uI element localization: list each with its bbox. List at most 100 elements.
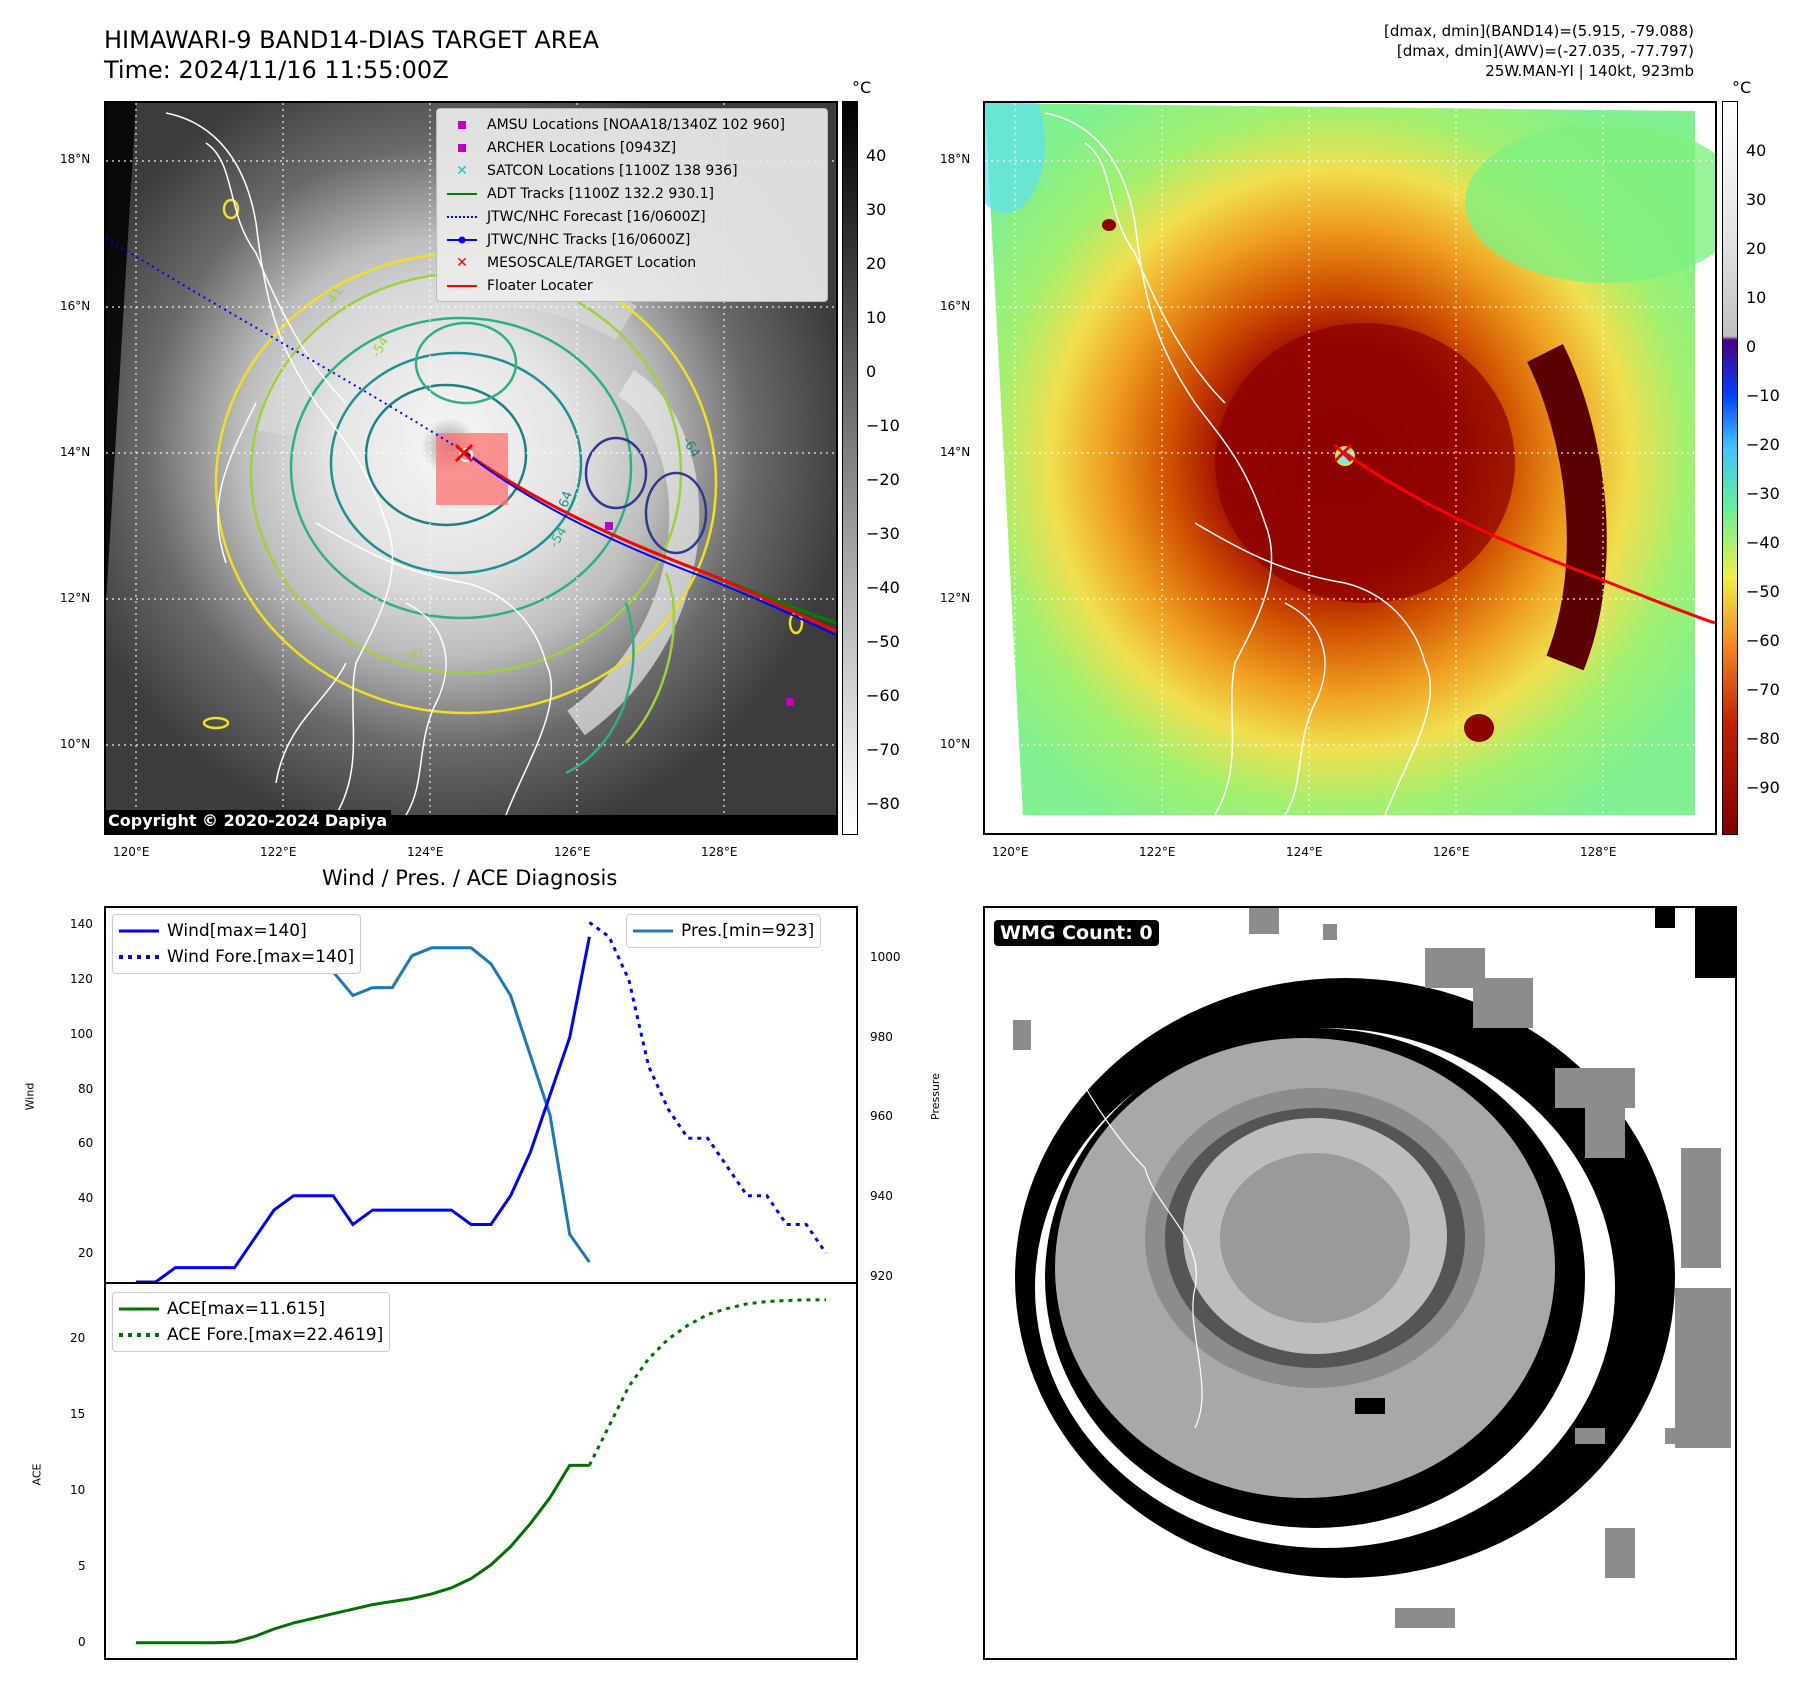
lat-tick: 16°N bbox=[940, 299, 971, 313]
legend-label-satcon: SATCON Locations [1100Z 138 936] bbox=[487, 162, 738, 179]
ace-forecast-line bbox=[588, 1298, 827, 1467]
lon-tick: 126°E bbox=[1433, 845, 1470, 859]
ace-series-line bbox=[136, 1463, 590, 1645]
lon-tick: 124°E bbox=[407, 845, 444, 859]
square-marker-icon bbox=[458, 120, 466, 129]
legend-label-forecast: JTWC/NHC Forecast [16/0600Z] bbox=[487, 208, 706, 225]
colorbar-left-tick: −50 bbox=[866, 632, 900, 651]
legend-label-wind: Wind[max=140] bbox=[167, 921, 307, 941]
colorbar-left-tick: −10 bbox=[866, 416, 900, 435]
wind-tick: 100 bbox=[70, 1027, 93, 1041]
legend-item-jtwc-tracks: JTWC/NHC Tracks [16/0600Z] bbox=[445, 228, 819, 251]
legend-label-adt: ADT Tracks [1100Z 132.2 930.1] bbox=[487, 185, 714, 202]
line-dot-icon bbox=[445, 236, 479, 244]
colorbar-left-tick: 30 bbox=[866, 200, 887, 219]
square-marker-icon bbox=[458, 143, 466, 152]
wind-tick: 60 bbox=[78, 1136, 94, 1150]
figure-title-line2: Time: 2024/11/16 11:55:00Z bbox=[104, 56, 449, 84]
lat-tick: 14°N bbox=[60, 445, 91, 459]
pressure-tick: 940 bbox=[870, 1189, 893, 1203]
contour-label: -41 bbox=[404, 648, 426, 663]
x-marker-icon: ✕ bbox=[456, 162, 468, 179]
lat-tick: 18°N bbox=[60, 152, 91, 166]
legend-item-satcon: ✕ SATCON Locations [1100Z 138 936] bbox=[445, 159, 819, 182]
colorbar-right-tick: −40 bbox=[1746, 533, 1780, 552]
legend-item-ace: ACE[max=11.615] bbox=[119, 1296, 383, 1322]
wind-axis-label: Wind bbox=[23, 1082, 37, 1111]
colorbar-right-tick: 40 bbox=[1746, 141, 1767, 160]
legend-label-wind-forecast: Wind Fore.[max=140] bbox=[167, 947, 355, 967]
lat-tick: 10°N bbox=[60, 737, 91, 751]
legend-label-ace-forecast: ACE Fore.[max=22.4619] bbox=[167, 1325, 384, 1345]
wind-series-line bbox=[136, 936, 591, 1282]
ace-tick: 20 bbox=[70, 1331, 86, 1345]
lon-tick: 128°E bbox=[701, 845, 738, 859]
legend-label-floater: Floater Locater bbox=[487, 277, 593, 294]
line-marker-icon bbox=[447, 192, 477, 195]
colorbar-left-tick: −60 bbox=[866, 686, 900, 705]
colorbar-left-tick: 10 bbox=[866, 308, 887, 327]
pressure-tick: 980 bbox=[870, 1030, 893, 1044]
legend-item-target: ✕ MESOSCALE/TARGET Location bbox=[445, 251, 819, 274]
pressure-tick: 1000 bbox=[870, 950, 901, 964]
ace-axis-label: ACE bbox=[30, 1463, 44, 1486]
colorbar-left-unit: °C bbox=[852, 78, 872, 97]
colorbar-right-tick: 30 bbox=[1746, 190, 1767, 209]
legend-item-wind-forecast: Wind Fore.[max=140] bbox=[119, 944, 354, 970]
legend-item-adt: ADT Tracks [1100Z 132.2 930.1] bbox=[445, 182, 819, 205]
colorbar-right-tick: 0 bbox=[1746, 337, 1757, 356]
colorbar-right-tick: −60 bbox=[1746, 631, 1780, 650]
header-right-line2: [dmax, dmin](AWV)=(-27.035, -77.797) bbox=[1396, 42, 1694, 60]
ace-chart-panel bbox=[104, 1282, 858, 1660]
colorbar-right-tick: −30 bbox=[1746, 484, 1780, 503]
diagnosis-title: Wind / Pres. / ACE Diagnosis bbox=[322, 866, 618, 890]
lat-tick: 12°N bbox=[940, 591, 971, 605]
wind-tick: 20 bbox=[78, 1246, 94, 1260]
line-marker-icon bbox=[447, 284, 477, 287]
colorbar-right-tick: 10 bbox=[1746, 288, 1767, 307]
legend-label-amsu: AMSU Locations [NOAA18/1340Z 102 960] bbox=[487, 116, 786, 133]
legend-item-ace-forecast: ACE Fore.[max=22.4619] bbox=[119, 1322, 383, 1348]
legend-label-jtwc-tracks: JTWC/NHC Tracks [16/0600Z] bbox=[487, 231, 691, 248]
legend-item-pressure: Pres.[min=923] bbox=[633, 918, 814, 944]
lat-tick: 10°N bbox=[940, 737, 971, 751]
pressure-tick: 920 bbox=[870, 1269, 893, 1283]
colorbar-right-tick: −90 bbox=[1746, 778, 1780, 797]
colorbar-left-tick: −40 bbox=[866, 578, 900, 597]
lon-tick: 128°E bbox=[1580, 845, 1617, 859]
solid-line-icon bbox=[119, 929, 159, 933]
colorbar-right-tick: −70 bbox=[1746, 680, 1780, 699]
color-ir-image bbox=[985, 103, 1715, 816]
colorbar-left-tick: 40 bbox=[866, 146, 887, 165]
pressure-tick: 960 bbox=[870, 1109, 893, 1123]
colorbar-right-tick: −80 bbox=[1746, 729, 1780, 748]
colorbar-right-tick: −20 bbox=[1746, 435, 1780, 454]
legend-label-target: MESOSCALE/TARGET Location bbox=[487, 254, 697, 271]
pressure-legend: Pres.[min=923] bbox=[626, 914, 822, 948]
lon-tick: 124°E bbox=[1286, 845, 1323, 859]
legend-item-forecast: JTWC/NHC Forecast [16/0600Z] bbox=[445, 205, 819, 228]
wind-tick: 120 bbox=[70, 972, 93, 986]
wmg-image bbox=[1013, 908, 1735, 1628]
lat-tick: 16°N bbox=[60, 299, 91, 313]
x-marker-icon: ✕ bbox=[456, 254, 468, 271]
solid-line-icon bbox=[633, 929, 673, 933]
legend-label-ace: ACE[max=11.615] bbox=[167, 1299, 325, 1319]
wmg-panel bbox=[983, 906, 1737, 1660]
colorbar-left-tick: −70 bbox=[866, 740, 900, 759]
colorbar-left-tick: −80 bbox=[866, 794, 900, 813]
wind-tick: 80 bbox=[78, 1082, 94, 1096]
header-right-line1: [dmax, dmin](BAND14)=(5.915, -79.088) bbox=[1383, 22, 1694, 40]
figure-title-line1: HIMAWARI-9 BAND14-DIAS TARGET AREA bbox=[104, 26, 600, 54]
legend-item-wind: Wind[max=140] bbox=[119, 918, 354, 944]
colorbar-left-tick: 0 bbox=[866, 362, 877, 381]
lat-tick: 12°N bbox=[60, 591, 91, 605]
lon-tick: 126°E bbox=[554, 845, 591, 859]
legend-item-amsu: AMSU Locations [NOAA18/1340Z 102 960] bbox=[445, 113, 819, 136]
colorbar-left-tick: −20 bbox=[866, 470, 900, 489]
pressure-axis-label: Pressure bbox=[928, 1073, 942, 1120]
ace-tick: 10 bbox=[70, 1483, 86, 1497]
lon-tick: 120°E bbox=[992, 845, 1029, 859]
legend-label-archer: ARCHER Locations [0943Z] bbox=[487, 139, 677, 156]
header-right-line3: 25W.MAN-YI | 140kt, 923mb bbox=[1485, 62, 1694, 80]
